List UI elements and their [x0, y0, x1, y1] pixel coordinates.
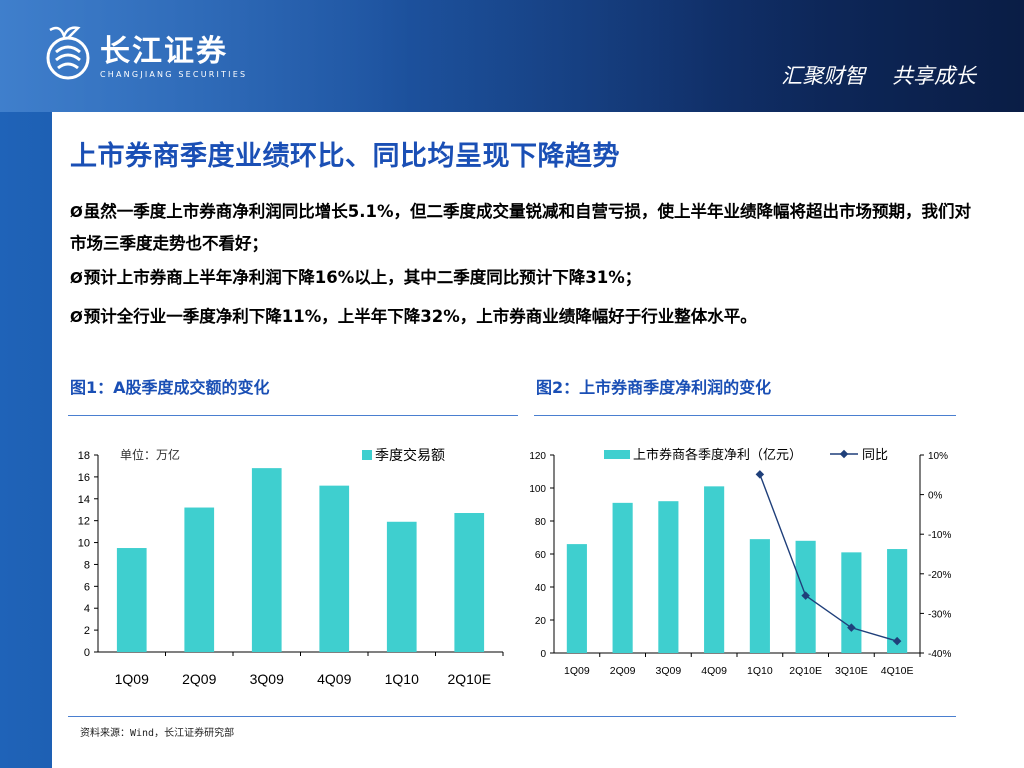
bullet-text: 预计上市券商上半年净利润下降16%以上，其中二季度同比预计下降31%； [83, 268, 642, 287]
bar [116, 548, 147, 652]
bar [566, 544, 587, 653]
x-tick-label: 2Q09 [610, 665, 636, 677]
y-tick-label: 20 [535, 616, 547, 627]
y-tick-label: 12 [78, 516, 90, 528]
legend-label: 同比 [862, 448, 888, 463]
bar [658, 501, 679, 653]
x-tick-label: 2Q10E [447, 671, 491, 687]
y2-tick-label: -10% [928, 530, 951, 541]
bar [184, 507, 215, 652]
y-tick-label: 60 [535, 550, 547, 561]
bar [749, 539, 770, 653]
x-tick-label: 3Q10E [835, 665, 868, 677]
figure-2-divider [534, 415, 956, 416]
y-tick-label: 0 [540, 649, 546, 660]
y-tick-label: 40 [535, 583, 547, 594]
bar [704, 486, 725, 653]
y-tick-label: 14 [78, 494, 90, 506]
content-panel [52, 112, 1024, 768]
y2-tick-label: 0% [928, 491, 943, 502]
y-tick-label: 8 [84, 559, 90, 571]
y-tick-label: 10 [78, 538, 90, 550]
bar [454, 513, 485, 652]
bullet-point: Ø预计上市券商上半年净利润下降16%以上，其中二季度同比预计下降31%； [70, 262, 985, 294]
unit-label: 单位：万亿 [120, 447, 180, 462]
company-logo: 长江证券 CHANGJIANG SECURITIES [42, 22, 282, 92]
x-tick-label: 2Q09 [182, 671, 216, 687]
x-tick-label: 1Q10 [747, 665, 773, 677]
figure-1-title: 图1：A股季度成交额的变化 [70, 378, 270, 397]
x-tick-label: 1Q09 [115, 671, 149, 687]
x-tick-label: 4Q09 [701, 665, 727, 677]
header-slogan: 汇聚财智 共享成长 [781, 64, 976, 88]
logo-english-name: CHANGJIANG SECURITIES [100, 70, 248, 79]
bar [887, 549, 908, 653]
y2-tick-label: -40% [928, 649, 951, 660]
legend-marker [839, 449, 849, 459]
bullet-text: 预计全行业一季度净利下降11%，上半年下降32%，上市券商业绩降幅好于行业整体水… [83, 307, 757, 326]
x-tick-label: 3Q09 [250, 671, 284, 687]
bar [386, 521, 417, 652]
legend-swatch [362, 450, 372, 460]
x-tick-label: 1Q10 [385, 671, 419, 687]
y2-tick-label: 10% [928, 451, 948, 462]
figure-2-title: 图2：上市券商季度净利润的变化 [536, 378, 772, 397]
trading-volume-chart: 0 2 4 6 8 10 12 14 16 18 1Q09 2Q09 3Q09 4Q09 1Q10 2Q10E… [78, 447, 504, 687]
bar [841, 552, 862, 653]
header-band [0, 0, 1024, 112]
y-tick-label: 80 [535, 517, 547, 528]
figure-1-divider [68, 415, 518, 416]
bullet-arrow-icon: Ø [70, 308, 83, 326]
x-tick-label: 4Q09 [317, 671, 351, 687]
logo-emblem-icon [46, 26, 90, 80]
y-tick-label: 120 [529, 451, 546, 462]
legend-label: 季度交易额 [375, 447, 445, 464]
y-tick-label: 16 [78, 472, 90, 484]
page-title: 上市券商季度业绩环比、同比均呈现下降趋势 [70, 141, 620, 172]
footer-divider [68, 716, 956, 717]
logo-chinese-name: 长江证券 [100, 34, 228, 69]
legend-swatch [604, 450, 630, 459]
y-tick-label: 100 [529, 484, 546, 495]
legend-label: 上市券商各季度净利（亿元） [633, 447, 802, 463]
y2-tick-label: -30% [928, 609, 951, 620]
bar [319, 485, 350, 652]
y-tick-label: 6 [84, 581, 90, 593]
bullet-arrow-icon: Ø [70, 203, 83, 221]
broker-profit-chart: 0 20 40 60 80 100 120 10% 0% -10% -20% -30% -40% 1Q09… [529, 447, 951, 677]
y-tick-label: 18 [78, 450, 90, 462]
source-note: 资料来源：Wind，长江证券研究部 [80, 728, 235, 739]
x-tick-label: 2Q10E [789, 665, 822, 677]
bullet-text: 虽然一季度上市券商净利润同比增长5.1%，但二季度成交量锐减和自营亏损，使上半年… [70, 202, 972, 253]
bullet-point: Ø预计全行业一季度净利下降11%，上半年下降32%，上市券商业绩降幅好于行业整体… [70, 301, 985, 333]
x-tick-label: 1Q09 [564, 665, 590, 677]
y-tick-label: 2 [84, 625, 90, 637]
y-tick-label: 4 [84, 603, 90, 615]
x-tick-label: 3Q09 [656, 665, 682, 677]
y2-tick-label: -20% [928, 570, 951, 581]
y-tick-label: 0 [84, 647, 90, 659]
bullet-arrow-icon: Ø [70, 269, 83, 287]
x-tick-label: 4Q10E [881, 665, 914, 677]
bullet-point: Ø虽然一季度上市券商净利润同比增长5.1%，但二季度成交量锐减和自营亏损，使上半… [70, 196, 985, 260]
bar [612, 502, 633, 653]
yoy-point [755, 470, 765, 479]
bar [251, 468, 282, 652]
yoy-series-line [759, 474, 898, 642]
